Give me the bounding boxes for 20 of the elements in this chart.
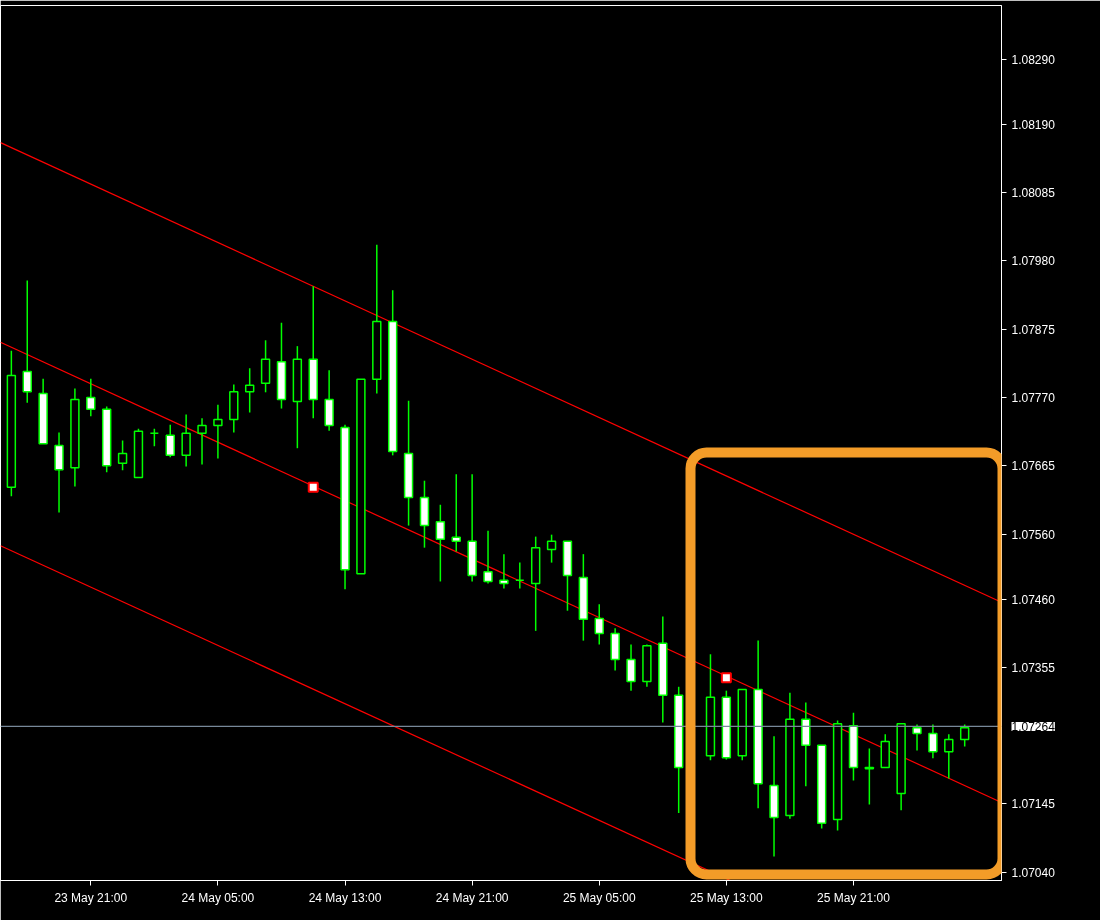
- y-tick-label: 1.08290: [1011, 52, 1056, 67]
- x-tick-label: 24 May 13:00: [308, 890, 382, 905]
- y-tick-label: 1.07875: [1011, 322, 1056, 337]
- x-tick-label: 24 May 05:00: [181, 890, 255, 905]
- y-tick-label: 1.07460: [1011, 592, 1056, 607]
- y-tick-label: 1.08190: [1011, 117, 1056, 132]
- ref-line-label: 1.07264: [1011, 719, 1056, 734]
- y-tick-label: 1.07040: [1011, 865, 1056, 880]
- x-tick-label: 23 May 21:00: [54, 890, 128, 905]
- y-tick-label: 1.07355: [1011, 660, 1056, 675]
- y-tick-label: 1.08085: [1011, 186, 1056, 201]
- x-tick-label: 25 May 13:00: [690, 890, 764, 905]
- x-tick-label: 25 May 05:00: [562, 890, 636, 905]
- y-tick-label: 1.07560: [1011, 527, 1056, 542]
- y-tick-label: 1.07980: [1011, 254, 1056, 269]
- y-tick-label: 1.07665: [1011, 459, 1056, 474]
- x-tick-label: 24 May 21:00: [435, 890, 509, 905]
- y-tick-label: 1.07145: [1011, 797, 1056, 812]
- x-tick-label: 25 May 21:00: [817, 890, 891, 905]
- y-tick-label: 1.07770: [1011, 390, 1056, 405]
